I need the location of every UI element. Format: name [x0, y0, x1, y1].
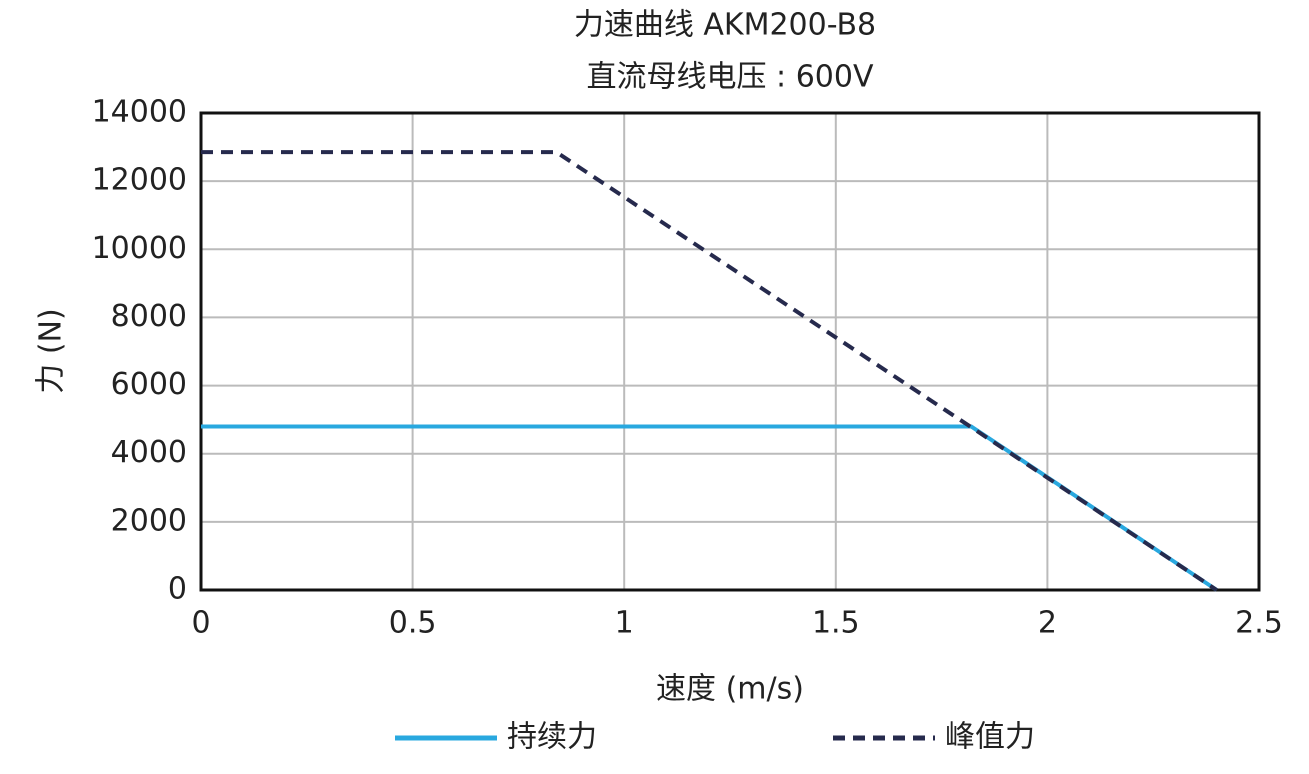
y-axis-label: 力 (N) [34, 308, 69, 393]
series-line [201, 150, 1218, 592]
x-tick-label: 2 [1038, 606, 1057, 641]
chart-title: 力速曲线 AKM200-B8 [574, 8, 876, 43]
legend-label: 峰值力 [945, 720, 1035, 755]
chart-subtitle: 直流母线电压 : 600V [587, 60, 874, 95]
x-tick-label: 1 [615, 606, 634, 641]
y-tick-label: 10000 [92, 231, 187, 266]
x-tick-label: 1.5 [812, 606, 860, 641]
y-tick-label: 8000 [111, 299, 187, 334]
x-tick-label: 0 [191, 606, 210, 641]
y-tick-label: 6000 [111, 367, 187, 402]
y-tick-label: 12000 [92, 163, 187, 198]
x-tick-label: 0.5 [389, 606, 437, 641]
x-tick-label: 2.5 [1235, 606, 1283, 641]
x-axis-label: 速度 (m/s) [656, 672, 804, 707]
legend-label: 持续力 [507, 720, 597, 755]
series-line [201, 424, 1218, 592]
y-tick-label: 14000 [92, 95, 187, 130]
y-tick-label: 0 [168, 572, 187, 607]
plot-border [199, 111, 1261, 592]
y-tick-label: 4000 [111, 435, 187, 470]
y-tick-label: 2000 [111, 503, 187, 538]
